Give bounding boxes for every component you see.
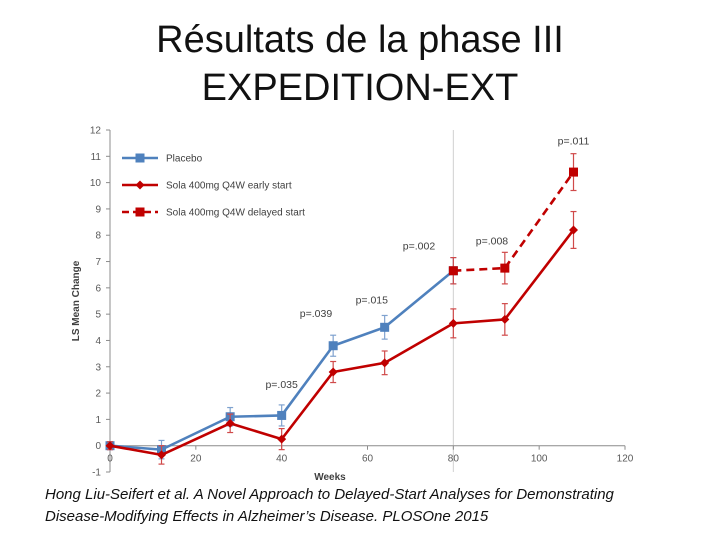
legend-marker-sola-400mg-q4w-early-start (135, 180, 145, 190)
y-tick-label: 3 (95, 362, 101, 373)
legend-label-sola-400mg-q4w-delayed-start: Sola 400mg Q4W delayed start (166, 208, 305, 219)
sola-400mg-q4w-early-start-point (500, 314, 510, 324)
x-tick-label: 80 (448, 454, 460, 465)
citation-line-2: Disease-Modifying Effects in Alzheimer’s… (45, 508, 489, 525)
legend-marker-placebo (135, 153, 145, 163)
x-axis-label: Weeks (314, 472, 346, 483)
sola-400mg-q4w-early-start-point (157, 450, 166, 460)
p-value-annotation: p=.035 (265, 379, 298, 391)
y-tick-label: -1 (92, 468, 101, 479)
sola-400mg-q4w-early-start-point (569, 225, 578, 235)
y-tick-label: 2 (95, 389, 101, 400)
sola-400mg-q4w-delayed-start-point (500, 263, 510, 273)
x-tick-label: 100 (531, 454, 548, 465)
citation-line-1: Hong Liu-Seifert et al. A Novel Approach… (45, 486, 614, 503)
sola-400mg-q4w-delayed-start-point (448, 266, 458, 276)
sola-400mg-q4w-early-start-point (448, 318, 458, 328)
x-tick-label: 20 (190, 454, 202, 465)
x-tick-label: 0 (107, 454, 113, 465)
y-tick-label: 6 (95, 283, 101, 294)
y-tick-label: 4 (95, 336, 101, 347)
y-tick-label: 1 (95, 415, 101, 426)
x-tick-label: 60 (362, 454, 374, 465)
placebo-point (380, 322, 390, 332)
p-value-annotation: p=.008 (476, 235, 509, 247)
sola-400mg-q4w-delayed-start-point (569, 167, 578, 177)
p-value-annotation: p=.015 (356, 295, 389, 307)
y-tick-label: 0 (95, 441, 101, 452)
y-axis-label: LS Mean Change (71, 260, 82, 341)
legend-label-placebo: Placebo (166, 154, 203, 165)
placebo-point (328, 341, 338, 351)
p-value-annotation: p=.011 (558, 135, 590, 147)
sola-400mg-q4w-early-start-point (105, 441, 115, 451)
y-tick-label: 5 (95, 310, 101, 321)
title-line-2: EXPEDITION-EXT (201, 67, 519, 109)
x-tick-label: 120 (617, 454, 634, 465)
sola-400mg-q4w-early-start-point (225, 418, 235, 428)
sola-400mg-q4w-early-start-point (328, 367, 338, 377)
sola-400mg-q4w-early-start-point (277, 434, 287, 444)
sola-400mg-q4w-early-start-point (380, 358, 390, 368)
y-tick-label: 11 (91, 152, 102, 163)
y-tick-label: 9 (95, 204, 101, 215)
y-tick-label: 10 (90, 178, 102, 189)
p-value-annotation: p=.039 (300, 308, 333, 320)
p-value-annotation: p=.002 (403, 241, 436, 253)
slide-title: Résultats de la phase III EXPEDITION-EXT (0, 16, 720, 112)
sola-400mg-q4w-delayed-start-line (453, 171, 575, 273)
placebo-point (277, 410, 287, 420)
title-line-1: Résultats de la phase III (156, 19, 564, 61)
legend-label-sola-400mg-q4w-early-start: Sola 400mg Q4W early start (166, 181, 292, 192)
legend-marker-sola-400mg-q4w-delayed-start (135, 207, 145, 217)
y-tick-label: 12 (90, 126, 102, 137)
citation-caption: Hong Liu-Seifert et al. A Novel Approach… (45, 484, 705, 528)
x-tick-label: 40 (276, 454, 288, 465)
y-tick-label: 8 (95, 231, 101, 242)
y-tick-label: 7 (95, 257, 101, 268)
